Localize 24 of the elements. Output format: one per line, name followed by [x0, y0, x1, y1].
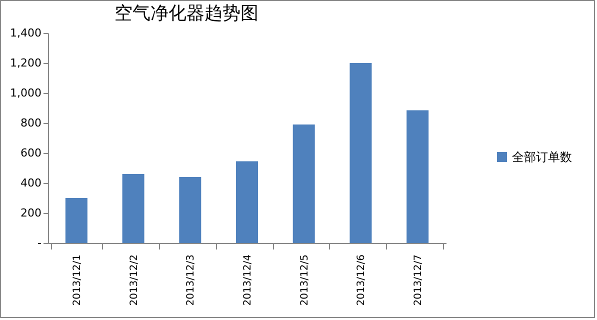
- y-tick-label: 400: [20, 176, 42, 190]
- y-tick-label: 1,400: [10, 26, 42, 40]
- y-tick-label: 1,000: [10, 86, 42, 100]
- x-tick-label: 2013/12/7: [413, 254, 424, 306]
- bar: [236, 161, 258, 243]
- y-tick-label: 800: [20, 116, 42, 130]
- x-tick-label: 2013/12/1: [72, 254, 83, 306]
- legend-label: 全部订单数: [512, 150, 572, 164]
- x-tick-label: 2013/12/5: [299, 254, 310, 306]
- x-tick-label: 2013/12/2: [128, 254, 140, 306]
- y-tick-label: 1,200: [10, 56, 42, 70]
- x-tick-label: 2013/12/3: [186, 254, 197, 306]
- y-tick-label: 200: [20, 206, 42, 220]
- chart-title: 空气净化器趋势图: [114, 3, 259, 24]
- bar: [122, 174, 144, 243]
- bar: [292, 124, 315, 243]
- x-tick-label: 2013/12/6: [356, 254, 368, 306]
- bar: [65, 198, 88, 243]
- bar: [406, 110, 429, 243]
- y-tick-label: 600: [20, 146, 42, 160]
- x-tick-label: 2013/12/4: [242, 254, 254, 306]
- bar: [350, 63, 372, 243]
- bar: [179, 177, 202, 243]
- y-tick-label: -: [38, 236, 42, 250]
